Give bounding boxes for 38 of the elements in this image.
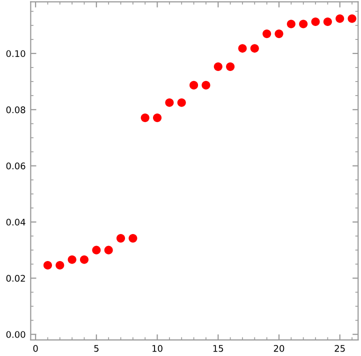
point [80, 255, 89, 264]
point [92, 246, 101, 254]
point [43, 260, 52, 270]
y-tick-label: 0.10 [6, 50, 26, 58]
y-tick-label: 0.08 [6, 106, 26, 114]
point [286, 20, 296, 28]
point [336, 14, 344, 23]
point [152, 114, 162, 122]
x-tick-label: 10 [152, 345, 162, 352]
y-tick-label: 0.00 [6, 331, 26, 338]
y-tick-label: 0.06 [6, 162, 26, 170]
point [140, 114, 150, 122]
x-tick-label: 25 [334, 345, 345, 352]
point [250, 44, 259, 53]
point [165, 98, 174, 107]
point [177, 98, 186, 107]
point [214, 62, 222, 71]
point [311, 17, 320, 26]
x-tick-label: 15 [213, 345, 224, 352]
x-tick-label: 20 [274, 345, 284, 352]
point [56, 260, 64, 270]
point [238, 44, 247, 53]
point [262, 30, 272, 38]
point [348, 14, 356, 23]
point [116, 234, 126, 243]
y-tick-label: 0.02 [6, 274, 25, 282]
point [299, 20, 308, 28]
x-tick-label: 0 [33, 345, 38, 352]
point [226, 62, 235, 71]
point [128, 234, 138, 243]
point [202, 80, 210, 90]
point [190, 80, 198, 90]
x-tick-label: 5 [94, 345, 98, 352]
point [68, 255, 76, 264]
point [104, 246, 113, 254]
y-tick-label: 0.04 [6, 218, 26, 226]
point [323, 17, 332, 26]
point [274, 30, 284, 38]
